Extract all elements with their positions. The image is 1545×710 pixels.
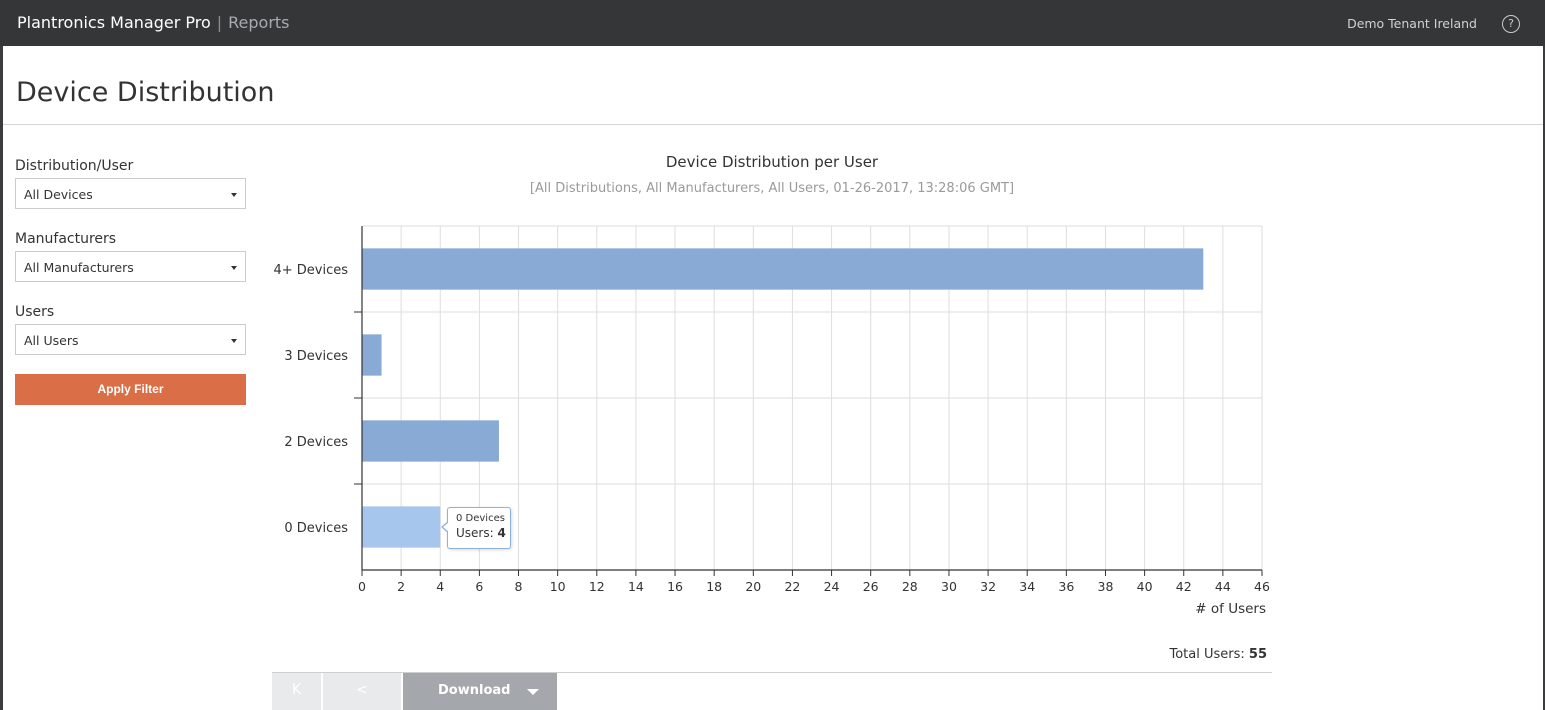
previous-page-button[interactable]: < [323, 673, 403, 710]
chart-title: Device Distribution per User [665, 153, 879, 171]
users-select-value: All Users [24, 333, 79, 348]
x-tick-label: 42 [1176, 579, 1192, 594]
top-bar: Plantronics Manager Pro | Reports Demo Ten… [0, 0, 1545, 46]
y-tick-label: 4+ Devices [273, 263, 348, 278]
total-users-value: 55 [1248, 647, 1267, 662]
x-tick-label: 32 [980, 579, 996, 594]
caret-down-icon [231, 266, 237, 270]
x-tick-label: 36 [1058, 579, 1074, 594]
y-tick-label: 3 Devices [284, 349, 348, 364]
filter-panel: Distribution/User All Devices Manufactur… [15, 158, 246, 377]
manufacturers-select[interactable]: All Manufacturers [15, 251, 246, 282]
x-tick-label: 6 [475, 579, 483, 594]
x-tick-label: 4 [436, 579, 444, 594]
x-tick-label: 14 [628, 579, 644, 594]
x-tick-label: 20 [745, 579, 761, 594]
bar-4-devices [362, 248, 1204, 290]
first-page-button[interactable]: K [272, 673, 323, 710]
x-tick-label: 30 [941, 579, 957, 594]
tooltip-value-row: Users: 4 [456, 525, 510, 541]
chart-tooltip: 0 Devices Users: 4 [441, 507, 511, 549]
page-header: Device Distribution [3, 46, 1543, 125]
page-title: Device Distribution [16, 77, 275, 108]
download-label: Download [438, 683, 511, 698]
caret-down-icon [231, 339, 237, 343]
x-tick-label: 46 [1254, 579, 1270, 594]
bar-2-devices [362, 420, 499, 462]
x-tick-label: 8 [515, 579, 523, 594]
tooltip-label: Users: [456, 526, 494, 540]
bar-0-devices [362, 506, 441, 548]
x-tick-label: 18 [706, 579, 722, 594]
left-frame [0, 46, 3, 710]
manufacturers-label: Manufacturers [15, 231, 117, 247]
x-tick-label: 38 [1098, 579, 1114, 594]
chart-subtitle: [All Distributions, All Manufacturers, A… [529, 181, 1015, 196]
bar-3-devices [362, 334, 382, 376]
right-frame [1543, 46, 1545, 710]
app-name: Plantronics Manager Pro [17, 13, 211, 32]
x-tick-label: 44 [1215, 579, 1231, 594]
tooltip-value: 4 [497, 526, 506, 540]
distribution-select[interactable]: All Devices [15, 178, 246, 209]
x-tick-label: 28 [902, 579, 918, 594]
tenant-name[interactable]: Demo Tenant Ireland [1347, 16, 1477, 31]
help-icon[interactable]: ? [1502, 15, 1520, 33]
distribution-label: Distribution/User [15, 158, 134, 174]
distribution-select-value: All Devices [24, 187, 93, 202]
caret-down-icon [527, 689, 539, 695]
x-tick-label: 0 [358, 579, 366, 594]
x-tick-label: 12 [589, 579, 605, 594]
x-axis-label: # of Users [1195, 601, 1266, 617]
total-users: Total Users: 55 [1169, 647, 1267, 662]
x-tick-label: 26 [863, 579, 879, 594]
y-tick-label: 0 Devices [284, 521, 348, 536]
footer-divider [272, 672, 1272, 673]
caret-down-icon [231, 193, 237, 197]
users-label: Users [15, 304, 55, 320]
y-tick-label: 2 Devices [284, 435, 348, 450]
pager-toolbar: K < Download [272, 673, 557, 710]
x-tick-label: 10 [550, 579, 566, 594]
x-tick-label: 2 [397, 579, 405, 594]
apply-filter-button[interactable]: Apply Filter [15, 374, 246, 405]
total-users-label: Total Users: [1169, 647, 1245, 662]
x-tick-label: 40 [1137, 579, 1153, 594]
app-brand[interactable]: Plantronics Manager Pro | Reports [17, 13, 290, 32]
users-select[interactable]: All Users [15, 324, 246, 355]
tooltip-category: 0 Devices [456, 513, 505, 524]
x-tick-label: 24 [824, 579, 840, 594]
x-tick-label: 22 [784, 579, 800, 594]
section-name: Reports [228, 13, 290, 32]
x-tick-label: 34 [1019, 579, 1035, 594]
x-tick-label: 16 [667, 579, 683, 594]
download-button[interactable]: Download [403, 673, 557, 710]
manufacturers-select-value: All Manufacturers [24, 260, 134, 275]
brand-separator: | [216, 13, 223, 32]
